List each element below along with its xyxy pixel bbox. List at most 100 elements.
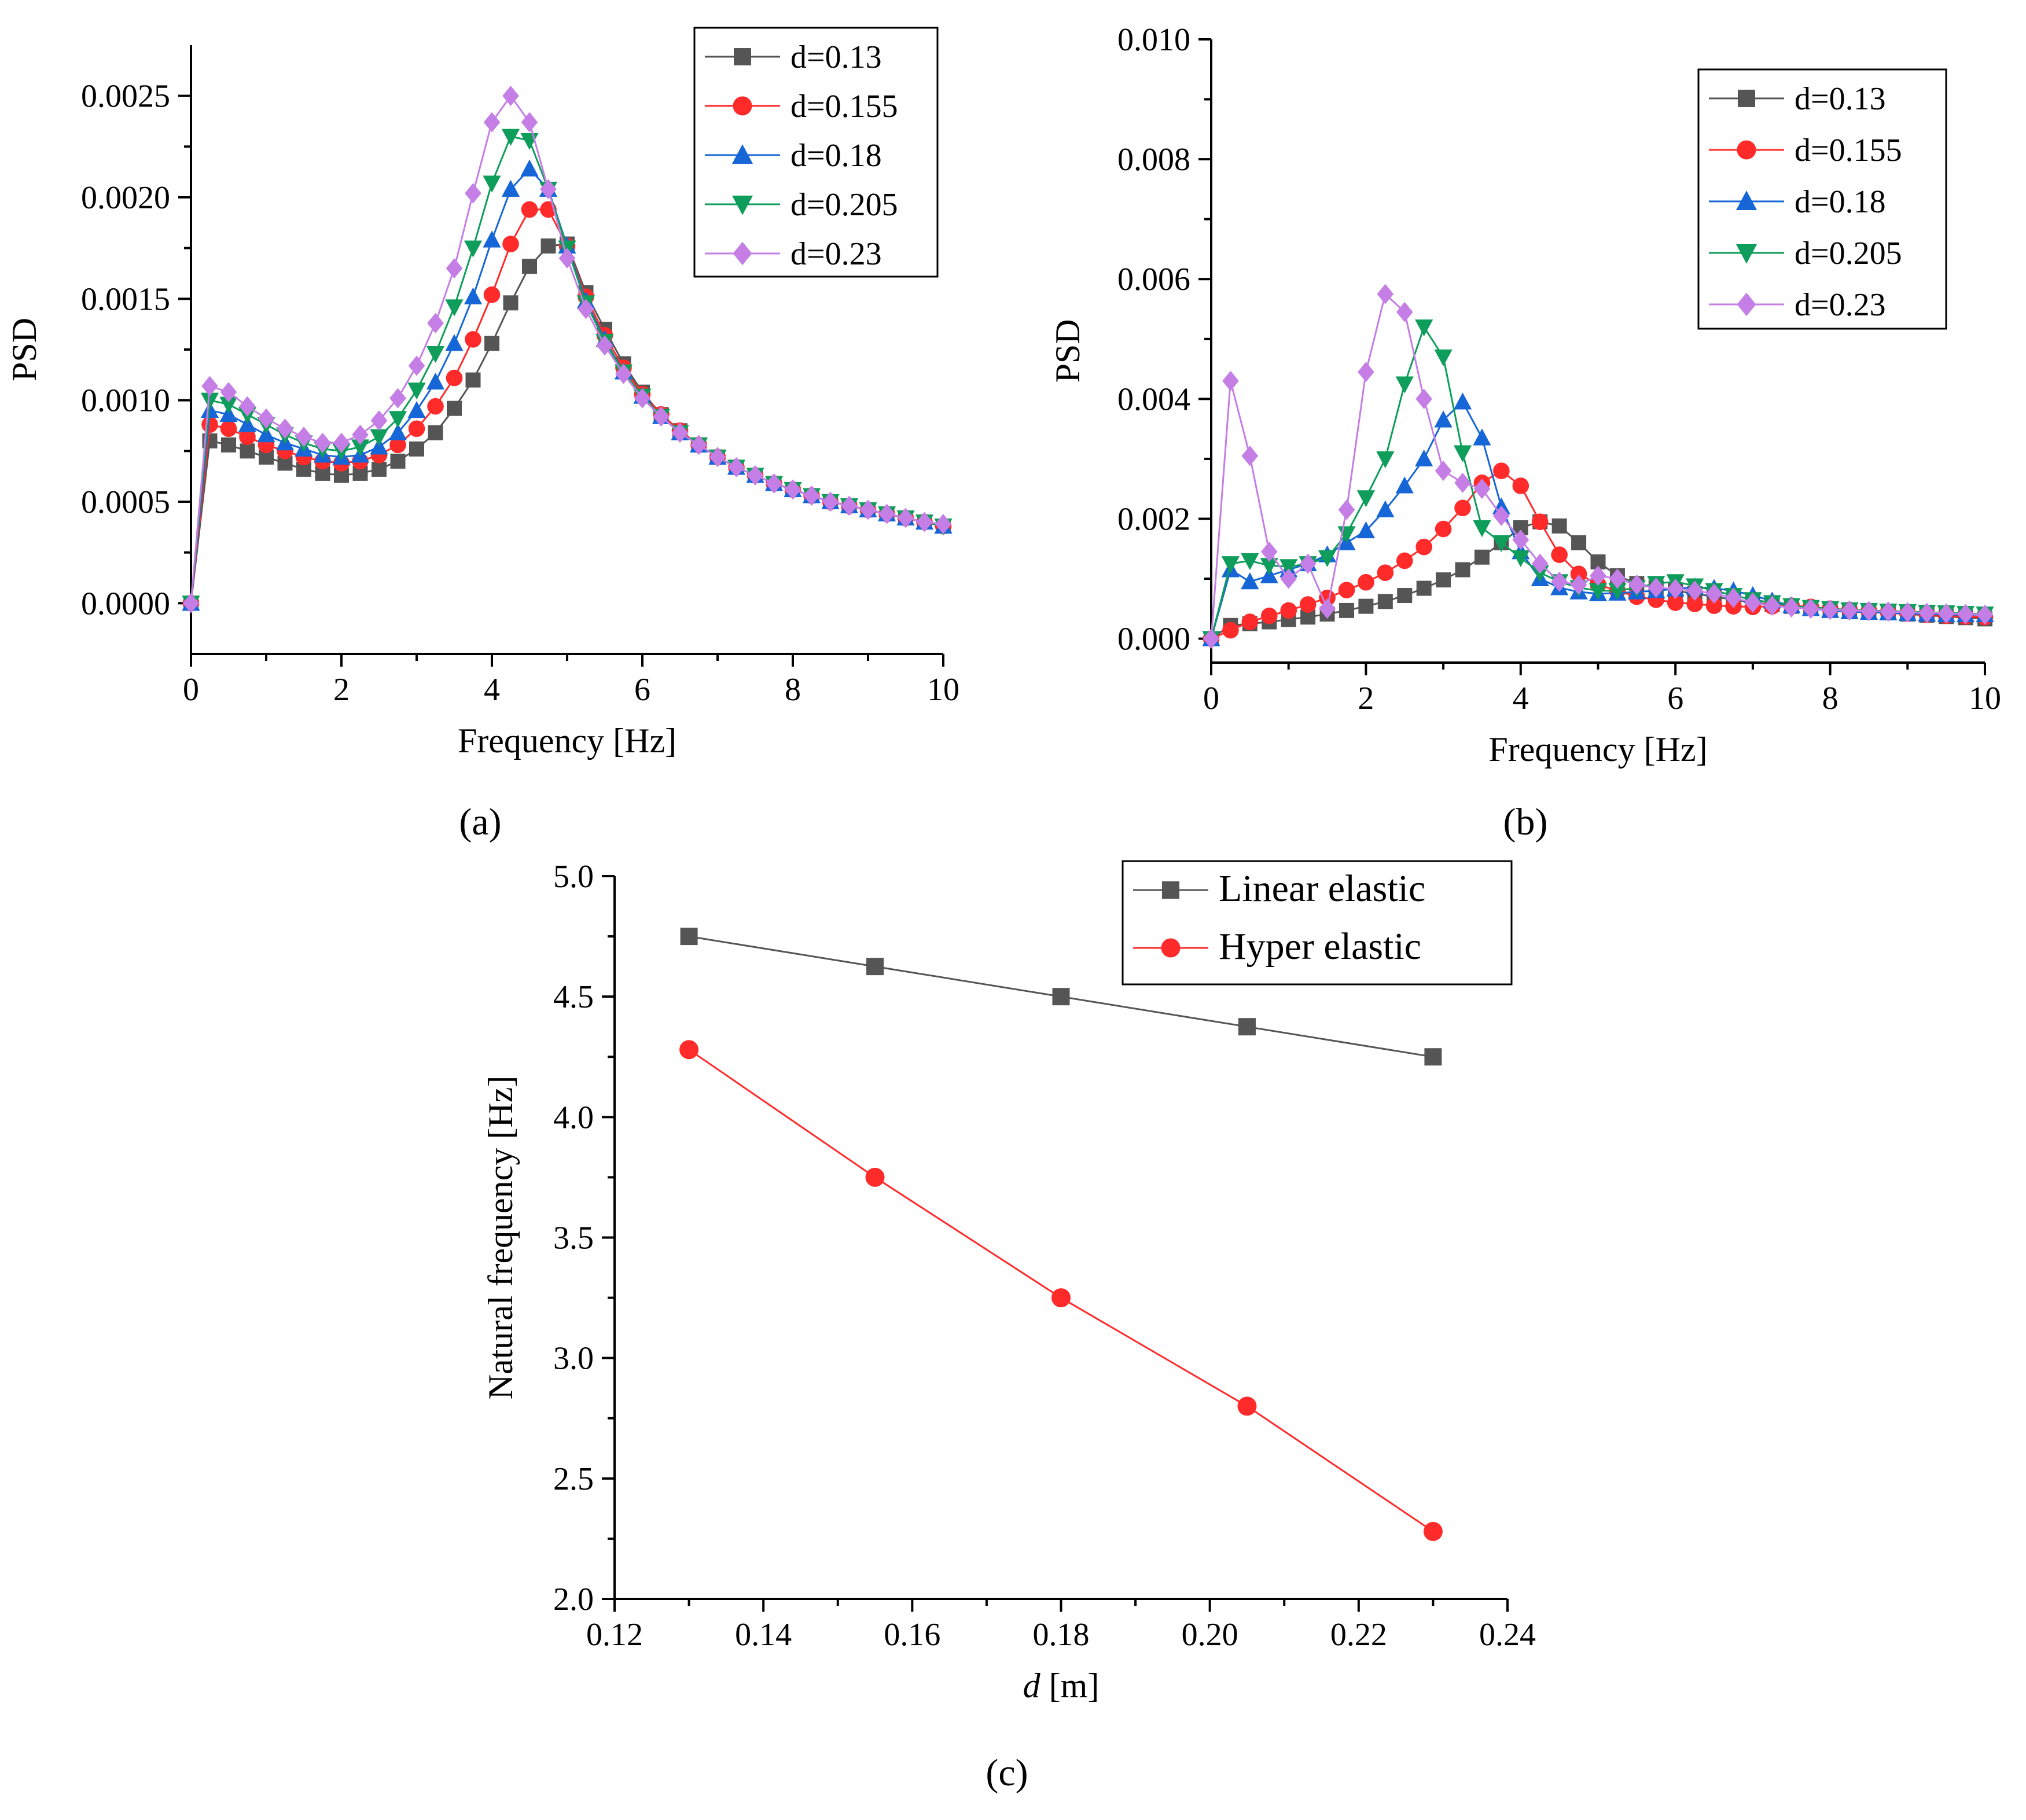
x-tick-label: 0.18	[1033, 1617, 1090, 1653]
y-tick-label: 0.000	[1117, 622, 1190, 657]
chart-panel-b: 0 2 4 6 8 10 0.000 0.002 0.004 0.006 0.008 0.010 Fre…	[1049, 22, 2001, 843]
data-point	[484, 336, 499, 351]
data-point	[1241, 613, 1259, 630]
legend-box	[693, 27, 939, 278]
data-point	[1356, 521, 1375, 539]
data-point	[465, 372, 481, 388]
data-point	[1512, 530, 1529, 550]
data-point	[1396, 302, 1413, 322]
data-point	[1241, 572, 1259, 590]
x-tick-label: 0	[1203, 681, 1219, 716]
data-point	[221, 437, 236, 453]
y-axis-title: PSD	[5, 318, 43, 381]
data-point	[277, 418, 293, 439]
data-point	[1280, 602, 1297, 619]
data-point	[1628, 574, 1645, 595]
y-tick-label: 3.0	[553, 1341, 594, 1377]
data-point	[1609, 568, 1626, 589]
data-point	[1395, 476, 1414, 494]
legend-marker	[1162, 881, 1179, 899]
x-tick-label: 0.14	[735, 1617, 792, 1653]
data-point	[1339, 602, 1354, 618]
data-point	[1705, 583, 1723, 604]
data-point	[220, 382, 237, 403]
data-point	[680, 928, 698, 946]
data-point	[427, 312, 444, 333]
data-point	[521, 112, 538, 133]
x-tick-label: 8	[1822, 681, 1839, 716]
data-point	[1918, 602, 1936, 623]
x-tick-label: 0.24	[1479, 1617, 1536, 1653]
data-point	[483, 175, 501, 193]
data-point	[503, 295, 519, 311]
data-point	[1957, 604, 1974, 624]
legend: Linear elastic Hyper elastic	[1122, 860, 1513, 986]
data-point	[446, 258, 463, 279]
data-point	[1512, 550, 1530, 568]
data-point	[1474, 549, 1490, 565]
data-point	[502, 86, 519, 106]
data-point	[1222, 370, 1239, 391]
data-point	[220, 420, 237, 437]
chart-panel-c: 0.12 0.14 0.16 0.18 0.20 0.22 0.24 2.0 2.5 3.0 3.5…	[481, 859, 1536, 1794]
data-point	[501, 128, 520, 146]
x-tick-label: 4	[1513, 681, 1529, 716]
data-point	[690, 435, 707, 455]
data-point	[1648, 578, 1665, 598]
data-point	[1454, 472, 1471, 493]
data-point	[1238, 1018, 1256, 1036]
data-point	[1260, 541, 1278, 562]
data-point	[634, 388, 651, 409]
data-point	[1880, 601, 1897, 622]
data-point	[1531, 513, 1549, 530]
x-tick-label: 0.22	[1330, 1617, 1387, 1653]
data-point	[1377, 594, 1393, 609]
data-point	[426, 346, 445, 363]
series-d=0.23	[182, 86, 952, 613]
legend-label: d=0.13	[790, 39, 882, 75]
data-point	[407, 383, 426, 400]
data-point	[1203, 628, 1220, 649]
data-point	[388, 423, 407, 440]
legend-marker	[1161, 938, 1181, 958]
data-point	[408, 420, 425, 437]
data-point	[239, 428, 256, 446]
data-point	[865, 1167, 885, 1187]
y-tick-label: 2.5	[553, 1461, 594, 1497]
legend-marker	[734, 48, 751, 65]
data-point	[1395, 376, 1414, 394]
data-point	[239, 396, 256, 417]
y-tick-label: 0.0015	[81, 281, 170, 317]
data-point	[352, 424, 369, 445]
data-point	[1415, 319, 1433, 337]
data-point	[1589, 583, 1608, 600]
data-point	[1764, 595, 1781, 616]
data-point	[1338, 499, 1355, 520]
y-axis-title: Natural frequency [Hz]	[481, 1076, 520, 1400]
legend-label: d=0.13	[1795, 81, 1886, 117]
data-point	[1241, 446, 1259, 466]
data-point	[1434, 349, 1453, 367]
data-point	[1416, 580, 1432, 596]
data-point	[1358, 573, 1374, 591]
series-Hyper elastic	[679, 1040, 1443, 1541]
data-point	[1397, 588, 1413, 604]
data-point	[464, 240, 483, 258]
data-point	[1396, 552, 1413, 569]
data-point	[1435, 520, 1452, 538]
data-point	[1492, 535, 1510, 553]
data-point	[483, 230, 501, 248]
data-point	[427, 398, 444, 415]
legend-marker	[1738, 90, 1755, 107]
data-point	[615, 363, 632, 384]
legend-marker	[1736, 244, 1757, 264]
data-point	[1860, 601, 1877, 622]
data-point	[370, 429, 388, 447]
legend-marker	[733, 96, 752, 116]
data-point	[671, 422, 689, 443]
data-point	[445, 334, 464, 351]
data-point	[520, 159, 539, 177]
data-point	[1434, 410, 1453, 428]
data-point	[1436, 572, 1451, 588]
data-point	[558, 248, 576, 269]
